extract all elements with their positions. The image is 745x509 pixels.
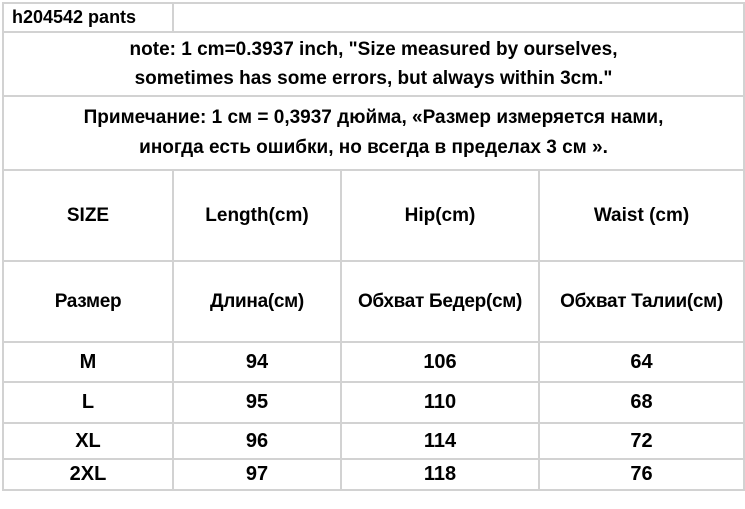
header-hip-ru: Обхват Бедер(см): [340, 260, 540, 343]
hip-value: 106: [340, 341, 540, 383]
note-ru-line1: Примечание: 1 см = 0,3937 дюйма, «Размер…: [83, 107, 664, 128]
header-row-ru: Размер Длина(см) Обхват Бедер(см) Обхват…: [2, 260, 745, 343]
note-ru: Примечание: 1 см = 0,3937 дюйма, «Размер…: [1, 95, 745, 171]
hip-value: 110: [340, 381, 540, 424]
note-row-en: note: 1 cm=0.3937 inch, "Size measured b…: [1, 31, 745, 97]
table-row: M 94 106 64: [2, 341, 745, 383]
title-row-empty-cell: [171, 2, 745, 33]
size-value: 2XL: [2, 458, 174, 491]
waist-value: 76: [537, 458, 745, 491]
waist-value: 64: [537, 341, 745, 383]
header-row-en: SIZE Length(cm) Hip(cm) Waist (cm): [2, 169, 745, 262]
note-en-line2: sometimes has some errors, but always wi…: [134, 68, 613, 89]
note-en: note: 1 cm=0.3937 inch, "Size measured b…: [1, 31, 745, 97]
table-row: L 95 110 68: [2, 381, 745, 424]
header-waist-ru: Обхват Талии(см): [537, 260, 745, 343]
header-length-ru: Длина(см): [172, 260, 342, 343]
table-row: XL 96 114 72: [2, 422, 745, 460]
size-value: XL: [2, 422, 174, 460]
header-length-en: Length(cm): [172, 169, 342, 262]
note-ru-line2: иногда есть ошибки, но всегда в пределах…: [139, 137, 608, 158]
waist-value: 72: [537, 422, 745, 460]
table-row: 2XL 97 118 76: [2, 458, 745, 491]
header-hip-en: Hip(cm): [340, 169, 540, 262]
title-row: h204542 pants: [2, 2, 745, 33]
note-en-line1: note: 1 cm=0.3937 inch, "Size measured b…: [129, 39, 618, 60]
header-size-en: SIZE: [2, 169, 174, 262]
hip-value: 118: [340, 458, 540, 491]
hip-value: 114: [340, 422, 540, 460]
header-size-ru: Размер: [2, 260, 174, 343]
note-row-ru: Примечание: 1 см = 0,3937 дюйма, «Размер…: [1, 95, 745, 171]
length-value: 95: [172, 381, 342, 424]
header-waist-en: Waist (cm): [537, 169, 745, 262]
waist-value: 68: [537, 381, 745, 424]
length-value: 96: [172, 422, 342, 460]
product-title: h204542 pants: [2, 2, 174, 33]
length-value: 94: [172, 341, 342, 383]
size-value: L: [2, 381, 174, 424]
length-value: 97: [172, 458, 342, 491]
size-chart-table: h204542 pants note: 1 cm=0.3937 inch, "S…: [1, 2, 745, 491]
size-value: M: [2, 341, 174, 383]
